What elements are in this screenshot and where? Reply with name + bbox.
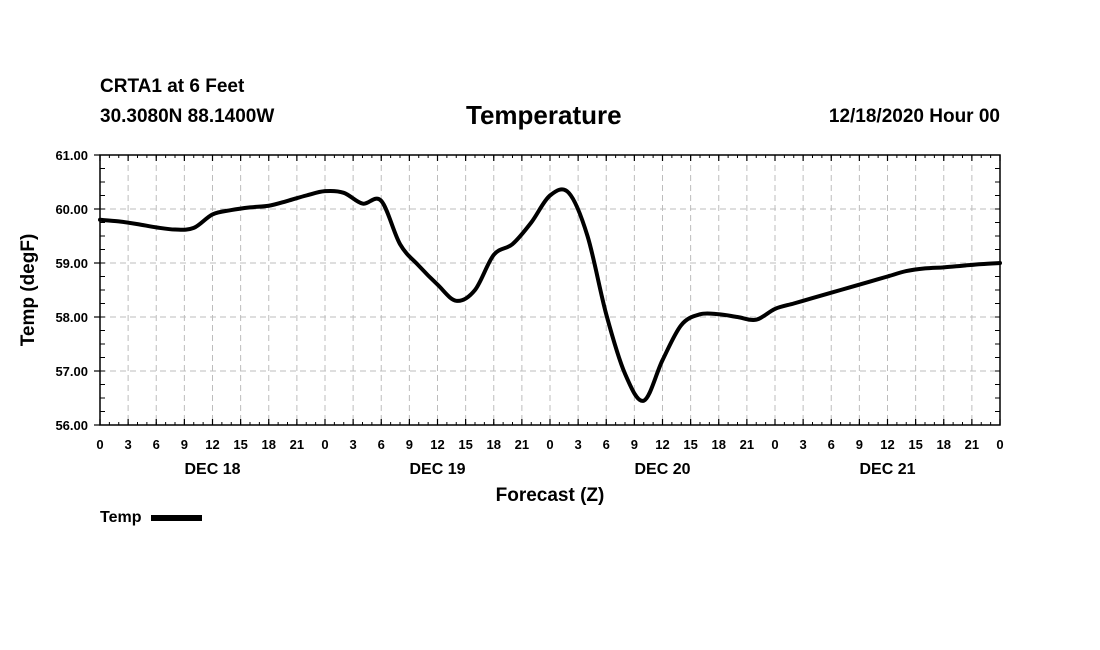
x-tick-label: 0 (771, 437, 778, 452)
day-label: DEC 18 (184, 461, 240, 478)
x-tick-label: 12 (880, 437, 894, 452)
y-tick-label: 59.00 (55, 256, 88, 271)
x-tick-label: 0 (996, 437, 1003, 452)
x-tick-label: 18 (937, 437, 951, 452)
y-axis-label: Temp (degF) (18, 234, 39, 347)
x-tick-label: 6 (603, 437, 610, 452)
y-tick-labels: 56.00 57.00 58.00 59.00 60.00 61.00 (55, 148, 88, 433)
x-tick-label: 0 (546, 437, 553, 452)
day-label: DEC 21 (859, 461, 915, 478)
day-label: DEC 20 (634, 461, 690, 478)
x-axis-label: Forecast (Z) (496, 485, 605, 506)
x-tick-label: 21 (740, 437, 754, 452)
x-tick-label: 15 (458, 437, 472, 452)
x-tick-label: 6 (153, 437, 160, 452)
forecast-date-hour: 12/18/2020 Hour 00 (828, 106, 1000, 127)
temp-series-line (98, 187, 1002, 403)
x-tick-label: 0 (321, 437, 328, 452)
x-tick-label: 3 (800, 437, 807, 452)
coordinates-label: 30.3080N 88.1400W (100, 106, 275, 127)
day-label: DEC 19 (409, 461, 465, 478)
x-tick-label: 15 (683, 437, 697, 452)
x-tick-label: 6 (828, 437, 835, 452)
x-tick-label: 9 (181, 437, 188, 452)
x-tick-label: 15 (233, 437, 247, 452)
day-labels: DEC 18 DEC 19 DEC 20 DEC 21 (184, 461, 915, 478)
x-tick-label: 3 (125, 437, 132, 452)
x-tick-label: 21 (290, 437, 304, 452)
legend: Temp (100, 509, 203, 527)
y-tick-label: 56.00 (55, 418, 88, 433)
x-tick-label: 15 (908, 437, 922, 452)
x-tick-label: 12 (205, 437, 219, 452)
x-tick-label: 9 (406, 437, 413, 452)
x-tick-label: 3 (350, 437, 357, 452)
x-tick-label: 18 (487, 437, 501, 452)
legend-label: Temp (100, 509, 142, 526)
x-tick-label: 3 (575, 437, 582, 452)
station-label: CRTA1 at 6 Feet (100, 76, 245, 97)
x-tick-labels: 0 3 6 9 12 15 18 21 0 3 6 9 12 15 18 21 0 3 6 9 12 15 18 21 0 3 6 9… (96, 437, 1003, 452)
axis-ticks (94, 154, 1001, 426)
x-tick-label: 18 (712, 437, 726, 452)
x-tick-label: 21 (515, 437, 529, 452)
x-tick-label: 21 (965, 437, 979, 452)
y-tick-label: 61.00 (55, 148, 88, 163)
chart-title: Temperature (466, 100, 622, 130)
x-tick-label: 9 (631, 437, 638, 452)
y-tick-label: 58.00 (55, 310, 88, 325)
x-tick-label: 12 (655, 437, 669, 452)
legend-line-swatch (151, 515, 203, 521)
x-tick-label: 12 (430, 437, 444, 452)
x-tick-label: 9 (856, 437, 863, 452)
x-tick-label: 0 (96, 437, 103, 452)
x-tick-label: 6 (378, 437, 385, 452)
x-tick-label: 18 (262, 437, 276, 452)
y-tick-label: 60.00 (55, 202, 88, 217)
y-tick-label: 57.00 (55, 364, 88, 379)
